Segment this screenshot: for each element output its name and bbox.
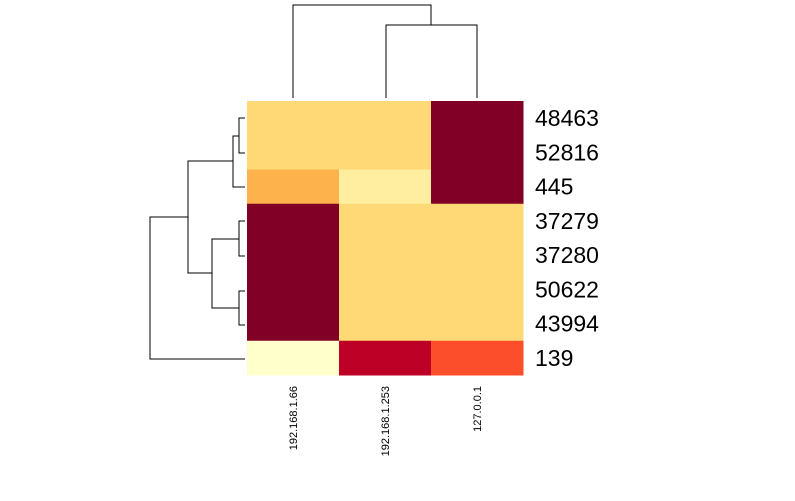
heatmap-cell-r7-c1 <box>339 340 432 376</box>
column-label: 127.0.0.1 <box>472 386 484 432</box>
column-labels: 192.168.1.66 192.168.1.253 127.0.0.1 <box>288 386 484 456</box>
heatmap-cell-r1-c2 <box>431 135 524 170</box>
heatmap-cell-r6-c1 <box>339 306 432 342</box>
row-dendro-branch-5 <box>211 238 239 309</box>
row-dendro-branch-6 <box>187 160 233 274</box>
heatmap-cell-r7-c2 <box>431 340 524 376</box>
heatmap-cell-r2-c2 <box>431 169 524 205</box>
heatmap-cell-r0-c1 <box>339 101 432 136</box>
row-label: 48463 <box>535 105 599 131</box>
heatmap-cell-r3-c0 <box>247 203 340 239</box>
col-dendro-branch-root <box>292 4 432 98</box>
heatmap-cell-r4-c1 <box>339 238 432 273</box>
heatmap-cell-r6-c2 <box>431 306 524 342</box>
row-label: 43994 <box>535 311 599 337</box>
row-dendrogram <box>149 117 245 360</box>
heatmap-cell-r1-c1 <box>339 135 432 170</box>
row-dendro-branch-4 <box>238 290 245 326</box>
row-label: 50622 <box>535 276 599 302</box>
column-label: 192.168.1.66 <box>288 386 300 450</box>
row-label: 52816 <box>535 139 599 165</box>
row-dendro-branch-1 <box>238 117 245 154</box>
heatmap-cell-r5-c2 <box>431 272 524 307</box>
heatmap-cell-r6-c0 <box>247 306 340 342</box>
heatmap-cell-r2-c1 <box>339 169 432 205</box>
row-label: 37279 <box>535 208 599 234</box>
heatmap-cell-r4-c0 <box>247 238 340 273</box>
column-label: 192.168.1.253 <box>380 386 392 456</box>
heatmap-cell-r3-c2 <box>431 203 524 239</box>
col-dendro-branch-inner <box>385 24 478 98</box>
heatmap-cell-r0-c0 <box>247 101 340 136</box>
heatmap-cell-r5-c0 <box>247 272 340 307</box>
row-labels: 48463 52816 445 37279 37280 50622 43994 139 <box>535 105 599 371</box>
column-dendrogram <box>292 4 478 98</box>
heatmap-cells <box>247 101 524 376</box>
heatmap-cell-r2-c0 <box>247 169 340 205</box>
heatmap-cell-r1-c0 <box>247 135 340 170</box>
heatmap-cell-r7-c0 <box>247 340 340 376</box>
heatmap-cell-r5-c1 <box>339 272 432 307</box>
heatmap-cell-r4-c2 <box>431 238 524 273</box>
heatmap-cell-r0-c2 <box>431 101 524 136</box>
row-label: 37280 <box>535 242 599 268</box>
heatmap-cell-r3-c1 <box>339 203 432 239</box>
row-label: 445 <box>535 174 573 200</box>
row-dendro-branch-root <box>149 216 245 360</box>
row-label: 139 <box>535 345 573 371</box>
row-dendro-branch-3 <box>238 220 245 257</box>
